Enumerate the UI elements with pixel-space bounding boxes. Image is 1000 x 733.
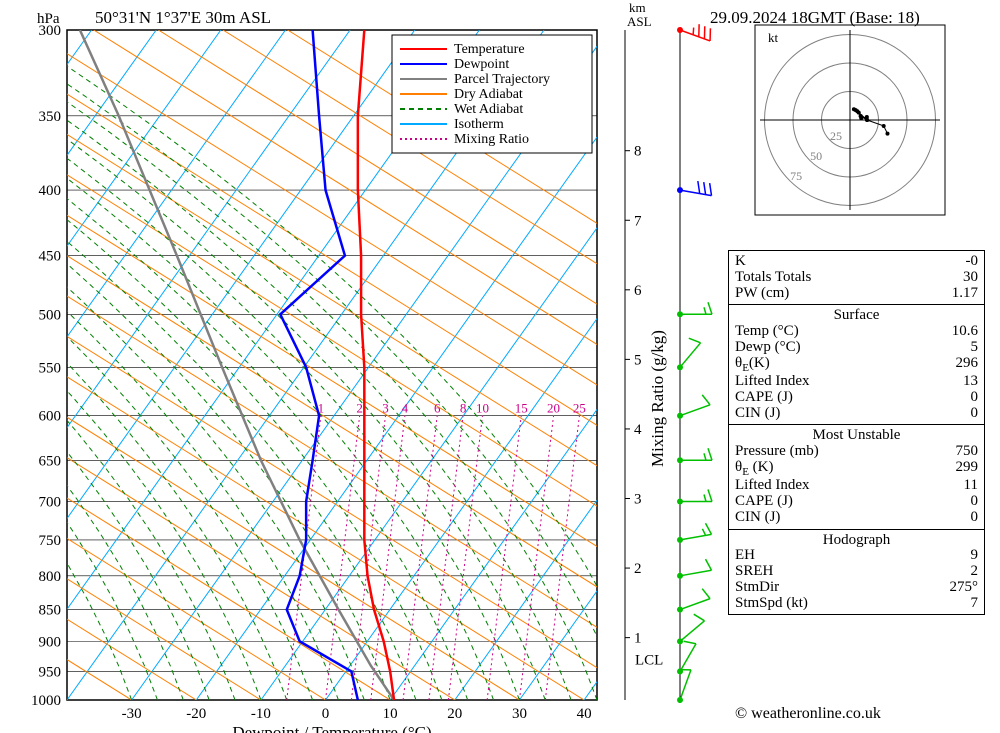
svg-text:LCL: LCL [635,653,663,669]
copyright: © weatheronline.co.uk [735,705,881,723]
svg-text:3: 3 [382,401,389,416]
svg-text:30: 30 [512,706,527,722]
svg-text:600: 600 [39,409,62,425]
svg-text:-30: -30 [122,706,142,722]
svg-text:Mixing Ratio (g/kg): Mixing Ratio (g/kg) [648,330,667,467]
svg-text:50: 50 [810,149,822,163]
svg-text:ASL: ASL [627,14,652,29]
svg-text:700: 700 [39,495,62,511]
svg-text:4: 4 [634,422,642,438]
svg-text:km: km [629,0,646,15]
svg-text:25: 25 [830,129,842,143]
svg-text:8: 8 [634,144,642,160]
svg-text:4: 4 [402,401,409,416]
svg-text:hPa: hPa [37,11,60,27]
svg-text:850: 850 [39,603,62,619]
svg-text:-20: -20 [186,706,206,722]
svg-text:25: 25 [573,401,586,416]
svg-text:kt: kt [768,30,779,45]
svg-text:Wet Adiabat: Wet Adiabat [454,102,523,117]
svg-text:7: 7 [634,213,642,229]
svg-text:6: 6 [634,283,642,299]
indices-table: K-0Totals Totals30PW (cm)1.17 Surface Te… [728,250,985,615]
svg-text:550: 550 [39,360,62,376]
svg-text:Isotherm: Isotherm [454,117,504,132]
svg-text:5: 5 [634,352,642,368]
svg-text:2: 2 [634,561,642,577]
svg-text:75: 75 [790,169,802,183]
svg-text:650: 650 [39,453,62,469]
svg-text:400: 400 [39,183,62,199]
svg-text:1: 1 [634,631,642,647]
svg-text:Mixing Ratio: Mixing Ratio [454,132,529,147]
timestamp: 29.09.2024 18GMT (Base: 18) [710,8,920,28]
svg-text:40: 40 [577,706,592,722]
surface-header: Surface [735,308,978,324]
svg-text:10: 10 [476,401,489,416]
svg-text:15: 15 [515,401,528,416]
svg-text:6: 6 [434,401,441,416]
svg-text:1000: 1000 [31,693,61,709]
svg-text:950: 950 [39,664,62,680]
svg-text:Dry Adiabat: Dry Adiabat [454,87,523,102]
svg-text:2: 2 [356,401,363,416]
svg-text:20: 20 [447,706,462,722]
svg-text:450: 450 [39,249,62,265]
svg-text:-10: -10 [251,706,271,722]
hodograph-header: Hodograph [735,533,978,549]
svg-text:500: 500 [39,307,62,323]
svg-text:750: 750 [39,533,62,549]
svg-text:Dewpoint: Dewpoint [454,57,509,72]
svg-text:3: 3 [634,492,642,508]
svg-text:0: 0 [322,706,330,722]
svg-text:8: 8 [460,401,467,416]
svg-text:350: 350 [39,109,62,125]
svg-text:Dewpoint / Temperature (°C): Dewpoint / Temperature (°C) [232,723,431,733]
svg-text:900: 900 [39,634,62,650]
svg-text:800: 800 [39,569,62,585]
svg-text:Temperature: Temperature [454,42,525,57]
svg-text:20: 20 [547,401,560,416]
svg-text:10: 10 [383,706,398,722]
location-title: 50°31'N 1°37'E 30m ASL [95,8,271,28]
svg-text:Parcel Trajectory: Parcel Trajectory [454,72,550,87]
mu-header: Most Unstable [735,428,978,444]
